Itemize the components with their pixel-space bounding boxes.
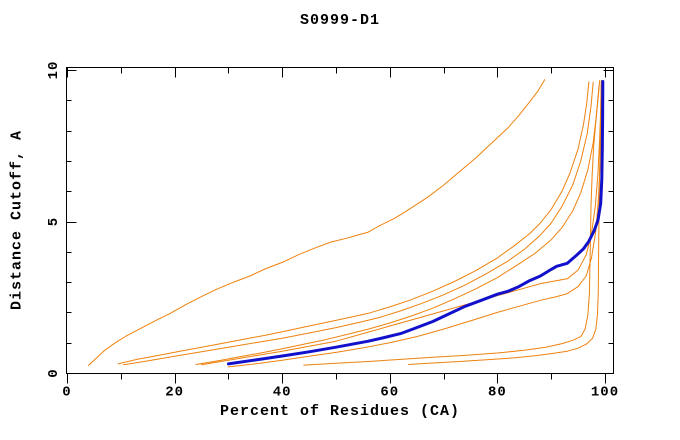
x-tick-label: 60 — [380, 385, 399, 401]
model-8-curve — [408, 84, 602, 365]
x-tick-label: 100 — [591, 385, 619, 401]
y-tick-label: 10 — [46, 61, 62, 80]
x-tick-label: 40 — [273, 385, 292, 401]
model-7-curve — [303, 84, 600, 366]
model-4-curve — [195, 80, 601, 365]
x-tick-label: 20 — [165, 385, 184, 401]
x-axis-label: Percent of Residues (CA) — [219, 403, 461, 420]
x-tick-label: 80 — [488, 385, 507, 401]
plot-frame — [66, 67, 614, 374]
y-tick-label: 0 — [46, 368, 62, 377]
highlighted-model-curve — [226, 80, 605, 366]
x-tick-label: 0 — [62, 385, 71, 401]
y-tick-label: 5 — [46, 217, 62, 226]
model-1-curve — [88, 79, 546, 366]
model-2-curve — [117, 81, 590, 365]
chart-title: S0999-D1 — [299, 12, 380, 29]
model-6-curve — [227, 80, 603, 368]
model-3-curve — [123, 81, 594, 366]
